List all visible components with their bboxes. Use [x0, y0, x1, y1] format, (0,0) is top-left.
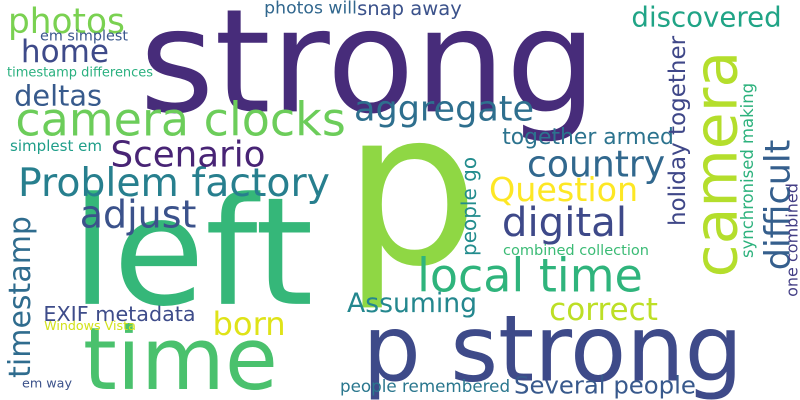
- word-local-time: local time: [417, 248, 643, 303]
- word-deltas: deltas: [14, 78, 102, 113]
- word-country: country: [527, 142, 666, 185]
- word-question: Question: [488, 169, 639, 209]
- word-people-go: people go: [457, 156, 481, 256]
- word-people-remembered: people remembered: [340, 376, 511, 397]
- word-problem-factory: Problem factory: [18, 159, 330, 206]
- word-em-simplest: em simplest: [40, 27, 129, 44]
- word-p: p: [343, 63, 480, 315]
- word-em-way: em way: [22, 375, 72, 391]
- word-adjust: adjust: [79, 192, 197, 237]
- word-synchronised-making: synchronised making: [737, 82, 758, 258]
- word-photos: photos: [8, 1, 125, 42]
- word-born: born: [212, 305, 286, 343]
- word-aggregate: aggregate: [354, 87, 535, 129]
- word-several-people: Several people: [514, 370, 696, 400]
- word-photos-will: photos will: [264, 0, 357, 18]
- word-timestamp: timestamp: [2, 216, 38, 378]
- word-home: home: [20, 33, 109, 70]
- word-digital: digital: [501, 198, 628, 246]
- word-camera-clocks: camera clocks: [15, 92, 346, 147]
- word-discovered: discovered: [631, 0, 782, 34]
- word-correct: correct: [549, 291, 658, 328]
- word-time: time: [83, 308, 278, 400]
- word-scenario: Scenario: [110, 133, 266, 176]
- word-windows-vista: Windows Vista: [44, 318, 136, 333]
- word-simplest-em: simplest em: [10, 137, 103, 155]
- word-p-strong: p strong: [362, 294, 744, 400]
- word-snap-away: snap away: [357, 0, 462, 20]
- word-timestamp-differences: timestamp differences: [7, 64, 154, 80]
- word-strong: strong: [139, 0, 597, 146]
- word-together-armed: together armed: [502, 123, 674, 150]
- word-holiday-together: holiday together: [663, 35, 691, 227]
- word-left: left: [71, 164, 314, 340]
- word-exif-metadata: EXIF metadata: [43, 301, 196, 327]
- word-combined-collection: combined collection: [503, 241, 649, 259]
- word-one-combined: one combined: [782, 183, 800, 297]
- word-assuming: Assuming: [347, 287, 478, 319]
